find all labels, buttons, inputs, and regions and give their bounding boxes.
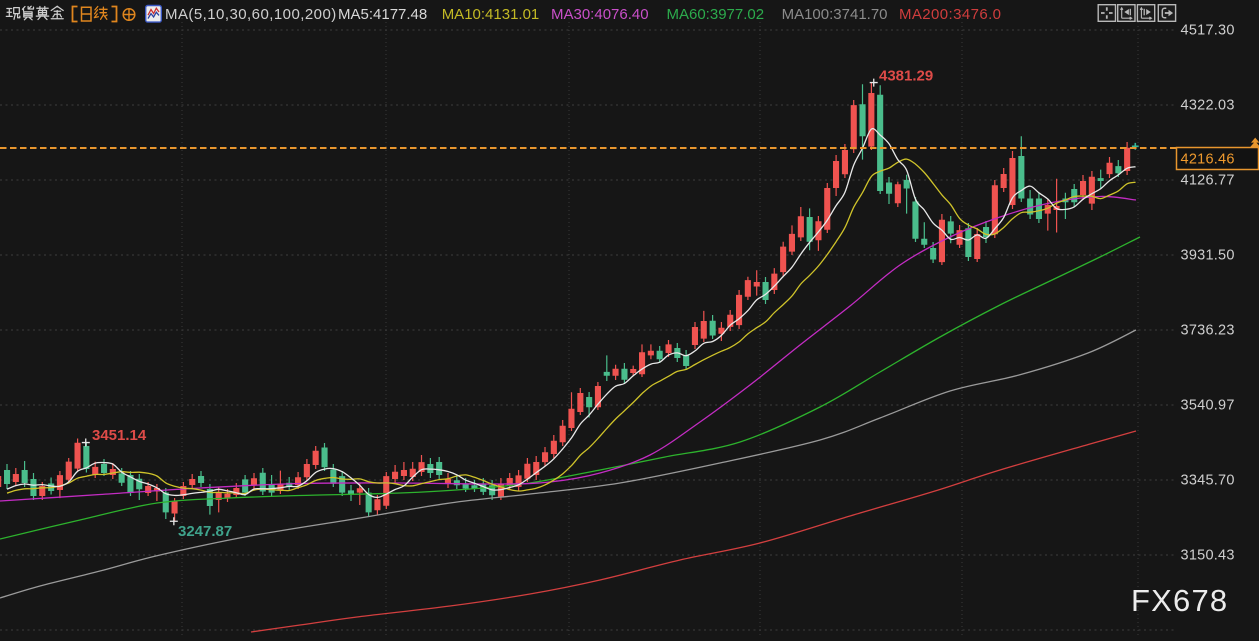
svg-text:3931.50: 3931.50 [1181, 248, 1235, 264]
svg-text:MA10:4131.01: MA10:4131.01 [442, 6, 540, 23]
svg-text:4126.77: 4126.77 [1181, 173, 1235, 189]
svg-text:3736.23: 3736.23 [1181, 323, 1235, 339]
svg-text:MA100:3741.70: MA100:3741.70 [782, 6, 888, 23]
svg-text:4517.30: 4517.30 [1181, 23, 1235, 39]
svg-text:MA200:3476.0: MA200:3476.0 [899, 6, 1001, 23]
svg-text:3345.70: 3345.70 [1181, 473, 1235, 489]
svg-text:4381.29: 4381.29 [879, 68, 933, 85]
svg-text:FX678: FX678 [1131, 583, 1228, 618]
svg-text:MA30:4076.40: MA30:4076.40 [551, 6, 649, 23]
svg-text:4322.03: 4322.03 [1181, 98, 1235, 114]
svg-text:3451.14: 3451.14 [92, 427, 147, 444]
svg-text:4216.46: 4216.46 [1181, 152, 1235, 168]
svg-text:MA60:3977.02: MA60:3977.02 [667, 6, 765, 23]
svg-text:3540.97: 3540.97 [1181, 398, 1235, 414]
svg-text:MA(5,10,30,60,100,200): MA(5,10,30,60,100,200) [165, 6, 337, 23]
svg-text:3150.43: 3150.43 [1181, 548, 1235, 564]
svg-text:3247.87: 3247.87 [178, 523, 232, 540]
svg-text:MA5:4177.48: MA5:4177.48 [338, 6, 427, 23]
